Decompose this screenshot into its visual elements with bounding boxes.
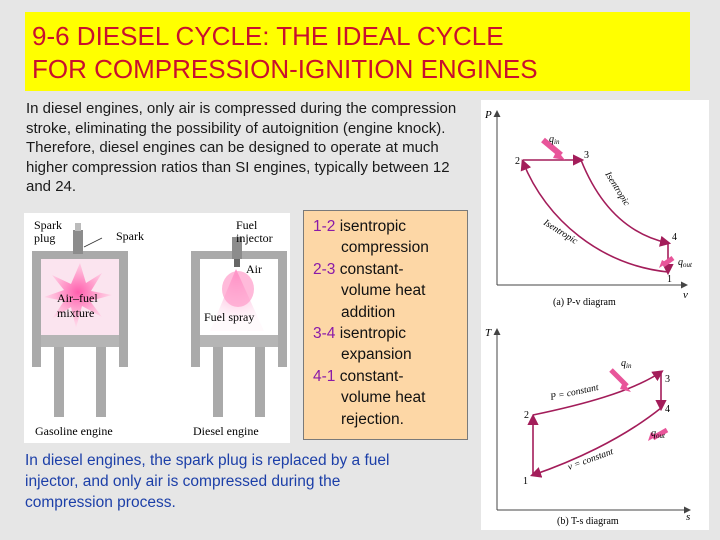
ts-point-3: 3 (665, 374, 670, 385)
spark-label: Spark (116, 229, 144, 243)
spark-plug-label-1: Spark (34, 218, 62, 232)
air-fuel-label-1: Air–fuel (57, 291, 98, 305)
process-text: isentropic (339, 218, 407, 235)
ts-q-in-arrow (609, 368, 629, 388)
process-4-1-curve-ts (529, 407, 662, 478)
process-list: 1-2 isentropic compression 2-3 constant-… (303, 210, 468, 440)
s-axis-label: s (686, 511, 690, 523)
process-3-4-curve (580, 159, 672, 247)
process-text: volume heat (341, 282, 426, 300)
process-text: constant- (339, 260, 404, 278)
intro-paragraph: In diesel engines, only air is compresse… (26, 100, 457, 195)
ts-point-4: 4 (665, 404, 670, 415)
ts-q-out-label: qout (651, 428, 666, 440)
diesel-engine-label: Diesel engine (193, 424, 259, 438)
process-text: addition (341, 303, 396, 321)
title-line-2: FOR COMPRESSION-IGNITION ENGINES (32, 54, 538, 84)
process-number: 1-2 (313, 218, 336, 235)
process-text: expansion (341, 346, 412, 364)
v-axis-label: v (683, 289, 688, 301)
spark-plug-label-2: plug (34, 231, 55, 245)
process-text: constant- (339, 367, 404, 385)
air-label: Air (246, 262, 262, 276)
process-2-3-curve-ts (532, 370, 664, 416)
ts-diagram: T s 2 3 4 1 qin qout P = constant v = co… (485, 327, 691, 527)
pv-q-out-label: qout (678, 257, 693, 269)
pv-point-2: 2 (515, 156, 520, 167)
pv-point-1: 1 (667, 274, 672, 285)
process-number: 4-1 (313, 367, 336, 385)
isentropic-upper-label: Isentropic (602, 169, 632, 208)
process-text: compression (341, 239, 429, 257)
engine-illustration: Spark plug Spark Fuel injector Air Air–f… (32, 218, 287, 438)
gasoline-engine-label: Gasoline engine (35, 424, 113, 438)
ts-point-1: 1 (523, 476, 528, 487)
fuel-injector-label-1: Fuel (236, 218, 258, 232)
process-number: 3-4 (313, 325, 336, 343)
process-text: volume heat (341, 389, 426, 407)
engine-comparison-figure: Spark plug Spark Fuel injector Air Air–f… (24, 213, 290, 443)
p-axis-label: P (484, 109, 492, 121)
ts-point-2: 2 (524, 410, 529, 421)
process-1-2: 1-2 isentropic compression (313, 216, 461, 259)
pv-point-3: 3 (584, 150, 589, 161)
process-4-1: 4-1 constant- volume heat rejection. (313, 366, 461, 430)
process-text: rejection. (341, 410, 404, 428)
air-fuel-label-2: mixture (57, 306, 94, 320)
title-line-1: 9-6 DIESEL CYCLE: THE IDEAL CYCLE (32, 21, 504, 51)
diesel-cylinder (191, 237, 287, 417)
fuel-spray-label: Fuel spray (204, 310, 254, 324)
thermo-diagrams: P v 2 3 4 1 qin qout Isentropic Isentrop… (481, 100, 709, 530)
bottom-note: In diesel engines, the spark plug is rep… (25, 452, 390, 511)
process-text: isentropic (339, 325, 407, 343)
pv-diagram: P v 2 3 4 1 qin qout Isentropic Isentrop… (484, 109, 693, 308)
process-2-3: 2-3 constant- volume heat addition (313, 259, 461, 323)
pv-q-in-label: qin (549, 134, 560, 146)
pv-point-4: 4 (672, 232, 677, 243)
pv-caption: (a) P-v diagram (553, 297, 616, 308)
fuel-injector-label-2: injector (236, 231, 273, 245)
pv-ts-diagrams: P v 2 3 4 1 qin qout Isentropic Isentrop… (484, 109, 693, 527)
process-1-2-curve (520, 159, 669, 273)
ts-caption: (b) T-s diagram (557, 516, 619, 527)
t-axis-label: T (485, 327, 492, 339)
gasoline-cylinder (32, 223, 128, 417)
ts-q-in-label: qin (621, 358, 632, 370)
slide-title: 9-6 DIESEL CYCLE: THE IDEAL CYCLE FOR CO… (25, 12, 690, 91)
process-3-4: 3-4 isentropic expansion (313, 323, 461, 366)
process-number: 2-3 (313, 260, 336, 278)
